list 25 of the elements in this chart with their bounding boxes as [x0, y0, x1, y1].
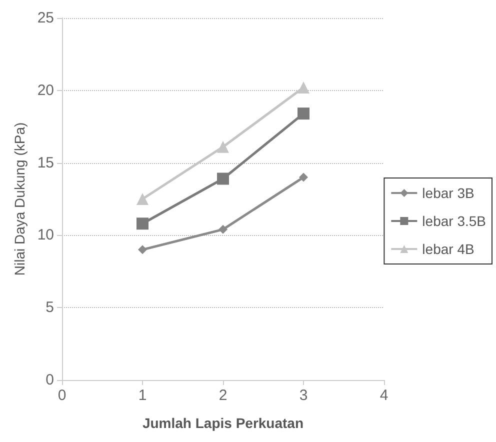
y-tick-label: 5 — [46, 299, 54, 316]
legend-label: lebar 3B — [422, 185, 474, 201]
point — [218, 224, 228, 234]
x-tick-label: 2 — [218, 387, 228, 404]
point — [217, 140, 229, 153]
point — [217, 172, 229, 185]
x-tick-label: 1 — [138, 387, 147, 404]
y-tick-label: 15 — [37, 154, 54, 172]
y-tick-label: 20 — [37, 82, 54, 99]
x-tick-label: 4 — [380, 387, 388, 404]
legend-label: lebar 3.5B — [422, 213, 486, 229]
point — [138, 245, 147, 254]
y-tick-label: 10 — [37, 226, 54, 244]
y-tick-label: 0 — [46, 372, 54, 388]
x-tick-label: 3 — [299, 387, 308, 404]
x-tick-label: 0 — [58, 387, 66, 404]
point — [136, 218, 148, 230]
legend-label: lebar 4B — [422, 241, 474, 257]
y-tick-label: 25 — [37, 10, 54, 26]
y-axis-title: Nilai Daya Dukung (kPa) — [11, 122, 28, 276]
point — [136, 193, 148, 205]
x-axis-title: Jumlah Lapis Perkuatan — [142, 415, 304, 431]
point — [298, 82, 310, 94]
point — [299, 172, 308, 182]
point — [298, 108, 310, 120]
